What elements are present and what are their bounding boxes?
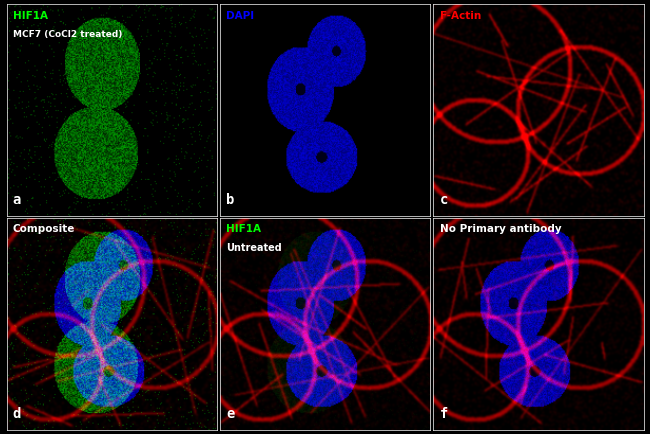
Text: MCF7 (CoCl2 treated): MCF7 (CoCl2 treated) xyxy=(13,30,122,39)
Text: HIF1A: HIF1A xyxy=(13,11,48,21)
Text: HIF1A: HIF1A xyxy=(226,224,261,234)
Text: c: c xyxy=(439,194,448,207)
Text: No Primary antibody: No Primary antibody xyxy=(439,224,561,234)
Text: f: f xyxy=(439,407,448,421)
Text: Untreated: Untreated xyxy=(226,243,282,253)
Text: a: a xyxy=(13,194,21,207)
Text: Composite: Composite xyxy=(13,224,75,234)
Text: b: b xyxy=(226,194,235,207)
Text: e: e xyxy=(226,407,235,421)
Text: F-Actin: F-Actin xyxy=(439,11,481,21)
Text: d: d xyxy=(13,407,21,421)
Text: DAPI: DAPI xyxy=(226,11,254,21)
